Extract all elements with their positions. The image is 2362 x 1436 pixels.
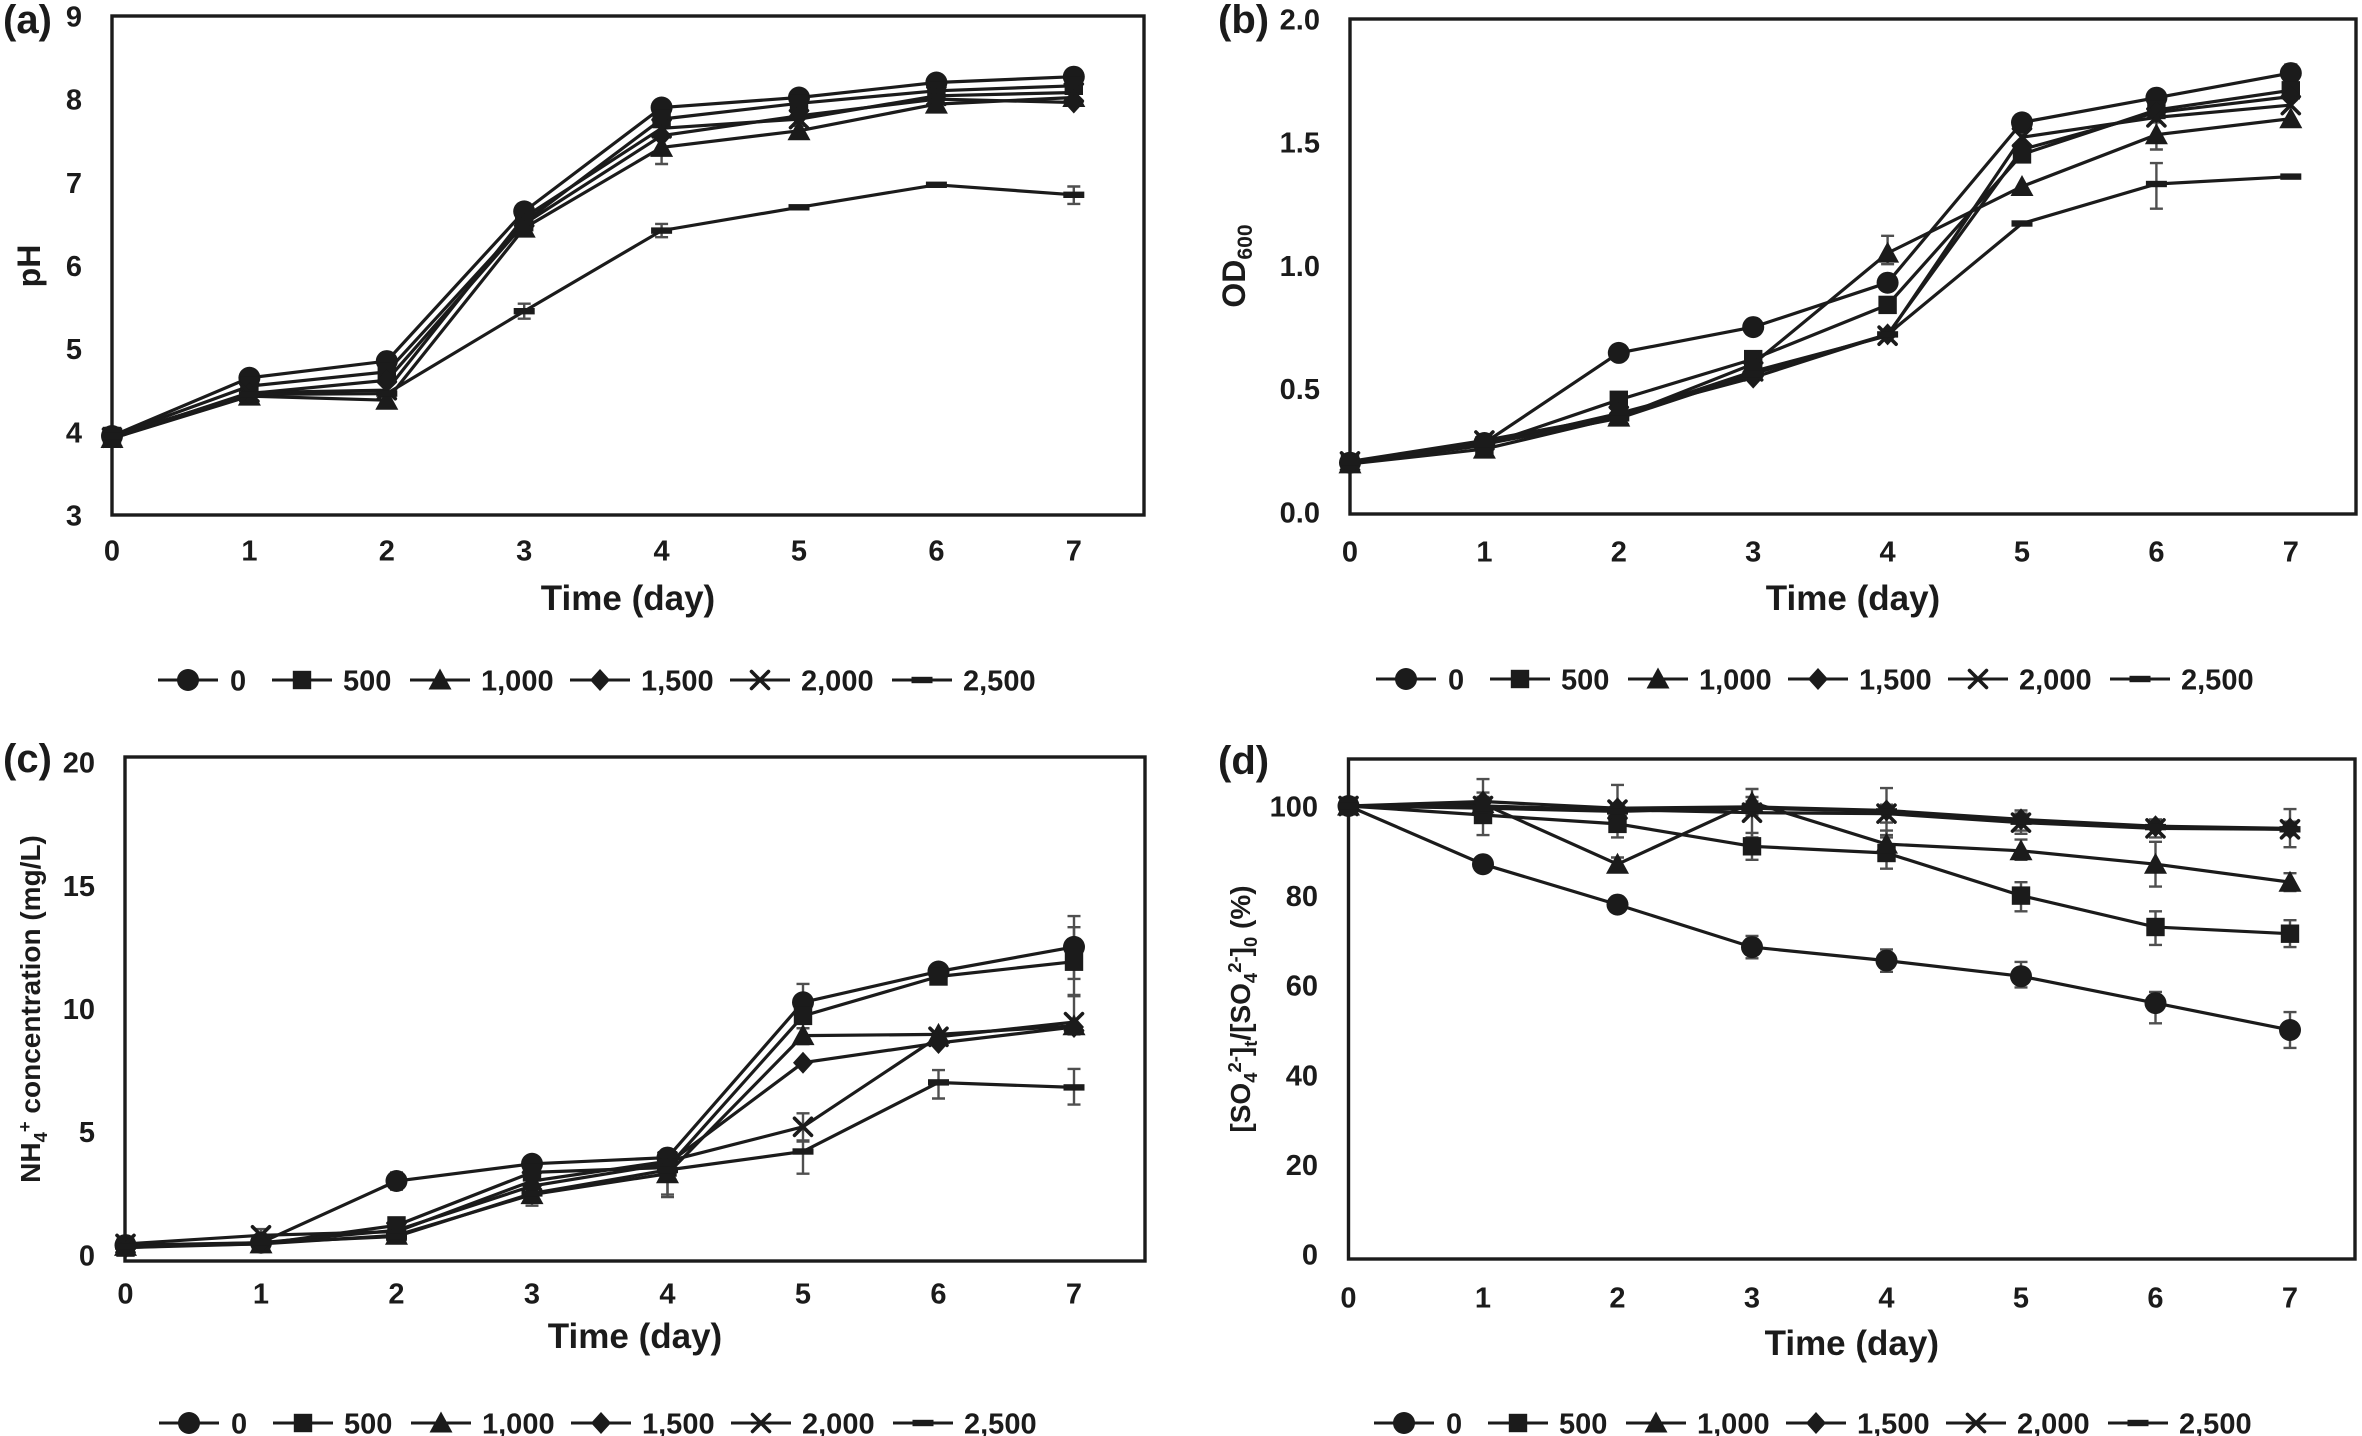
svg-text:1: 1 xyxy=(1476,537,1492,569)
svg-text:100: 100 xyxy=(1270,792,1318,824)
svg-text:5: 5 xyxy=(79,1117,95,1149)
svg-text:2,000: 2,000 xyxy=(2017,1409,2090,1436)
svg-text:6: 6 xyxy=(928,536,944,568)
svg-text:0: 0 xyxy=(1302,1240,1318,1272)
svg-text:pH: pH xyxy=(11,245,47,288)
svg-text:7: 7 xyxy=(1066,536,1082,568)
svg-text:2,500: 2,500 xyxy=(964,1409,1037,1436)
svg-text:6: 6 xyxy=(2148,537,2164,569)
svg-text:2,000: 2,000 xyxy=(802,1409,875,1436)
svg-text:1.0: 1.0 xyxy=(1280,251,1320,283)
svg-text:0: 0 xyxy=(104,536,120,568)
svg-text:7: 7 xyxy=(1066,1279,1082,1311)
svg-text:1,000: 1,000 xyxy=(1699,665,1772,697)
svg-text:0: 0 xyxy=(1446,1409,1462,1436)
svg-text:6: 6 xyxy=(2147,1283,2163,1315)
svg-text:2: 2 xyxy=(1609,1283,1625,1315)
svg-text:1,000: 1,000 xyxy=(482,1409,555,1436)
svg-text:2,500: 2,500 xyxy=(963,666,1036,698)
svg-text:3: 3 xyxy=(1744,1283,1760,1315)
svg-text:1,000: 1,000 xyxy=(1697,1409,1770,1436)
svg-text:1: 1 xyxy=(241,536,257,568)
svg-text:(d): (d) xyxy=(1218,739,1269,783)
svg-text:20: 20 xyxy=(1286,1150,1318,1182)
svg-text:Time (day): Time (day) xyxy=(548,1317,722,1356)
svg-text:500: 500 xyxy=(343,666,391,698)
svg-text:1,000: 1,000 xyxy=(481,666,554,698)
svg-text:5: 5 xyxy=(2014,537,2030,569)
svg-text:7: 7 xyxy=(2282,1283,2298,1315)
svg-text:1: 1 xyxy=(253,1279,269,1311)
svg-text:4: 4 xyxy=(659,1279,675,1311)
svg-text:7: 7 xyxy=(2283,537,2299,569)
svg-text:2,000: 2,000 xyxy=(2019,665,2092,697)
svg-text:500: 500 xyxy=(1559,1409,1607,1436)
svg-text:5: 5 xyxy=(66,334,82,366)
svg-text:3: 3 xyxy=(1745,537,1761,569)
svg-text:(a): (a) xyxy=(3,0,52,42)
svg-text:4: 4 xyxy=(66,417,82,449)
svg-text:2,000: 2,000 xyxy=(801,666,874,698)
svg-text:0: 0 xyxy=(1342,537,1358,569)
svg-text:40: 40 xyxy=(1286,1060,1318,1092)
svg-text:7: 7 xyxy=(66,168,82,200)
svg-text:1.5: 1.5 xyxy=(1280,128,1320,160)
svg-text:[SO42-]t/[SO42-]0 (%): [SO42-]t/[SO42-]0 (%) xyxy=(1224,885,1261,1132)
svg-text:10: 10 xyxy=(63,994,95,1026)
svg-text:20: 20 xyxy=(63,748,95,780)
svg-text:2: 2 xyxy=(1611,537,1627,569)
svg-text:500: 500 xyxy=(1561,665,1609,697)
svg-text:3: 3 xyxy=(516,536,532,568)
svg-text:0: 0 xyxy=(1448,665,1464,697)
svg-text:4: 4 xyxy=(1880,537,1896,569)
svg-text:2: 2 xyxy=(388,1279,404,1311)
svg-text:(b): (b) xyxy=(1218,0,1269,42)
svg-text:0: 0 xyxy=(230,666,246,698)
svg-text:0.0: 0.0 xyxy=(1280,498,1320,530)
svg-text:0: 0 xyxy=(1340,1283,1356,1315)
svg-text:60: 60 xyxy=(1286,971,1318,1003)
svg-text:2.0: 2.0 xyxy=(1280,4,1320,36)
svg-text:2,500: 2,500 xyxy=(2179,1409,2252,1436)
svg-text:5: 5 xyxy=(2013,1283,2029,1315)
svg-text:0: 0 xyxy=(117,1279,133,1311)
svg-text:2: 2 xyxy=(379,536,395,568)
svg-text:Time (day): Time (day) xyxy=(1765,1324,1939,1363)
svg-text:1,500: 1,500 xyxy=(1857,1409,1930,1436)
svg-text:0: 0 xyxy=(79,1241,95,1273)
svg-text:1,500: 1,500 xyxy=(642,1409,715,1436)
svg-text:6: 6 xyxy=(66,251,82,283)
svg-text:5: 5 xyxy=(791,536,807,568)
svg-text:1,500: 1,500 xyxy=(641,666,714,698)
svg-text:(c): (c) xyxy=(3,737,52,781)
svg-text:500: 500 xyxy=(344,1409,392,1436)
svg-text:80: 80 xyxy=(1286,881,1318,913)
svg-text:0: 0 xyxy=(231,1409,247,1436)
svg-text:3: 3 xyxy=(66,501,82,533)
svg-text:3: 3 xyxy=(524,1279,540,1311)
svg-text:8: 8 xyxy=(66,85,82,117)
svg-text:0.5: 0.5 xyxy=(1280,374,1320,406)
svg-text:4: 4 xyxy=(1878,1283,1894,1315)
svg-text:6: 6 xyxy=(930,1279,946,1311)
svg-text:Time (day): Time (day) xyxy=(1766,579,1940,618)
svg-text:1: 1 xyxy=(1475,1283,1491,1315)
svg-text:Time (day): Time (day) xyxy=(541,579,715,618)
svg-text:4: 4 xyxy=(654,536,670,568)
svg-text:2,500: 2,500 xyxy=(2181,665,2254,697)
svg-text:5: 5 xyxy=(795,1279,811,1311)
svg-text:9: 9 xyxy=(66,2,82,34)
svg-text:15: 15 xyxy=(63,871,95,903)
svg-text:1,500: 1,500 xyxy=(1859,665,1932,697)
